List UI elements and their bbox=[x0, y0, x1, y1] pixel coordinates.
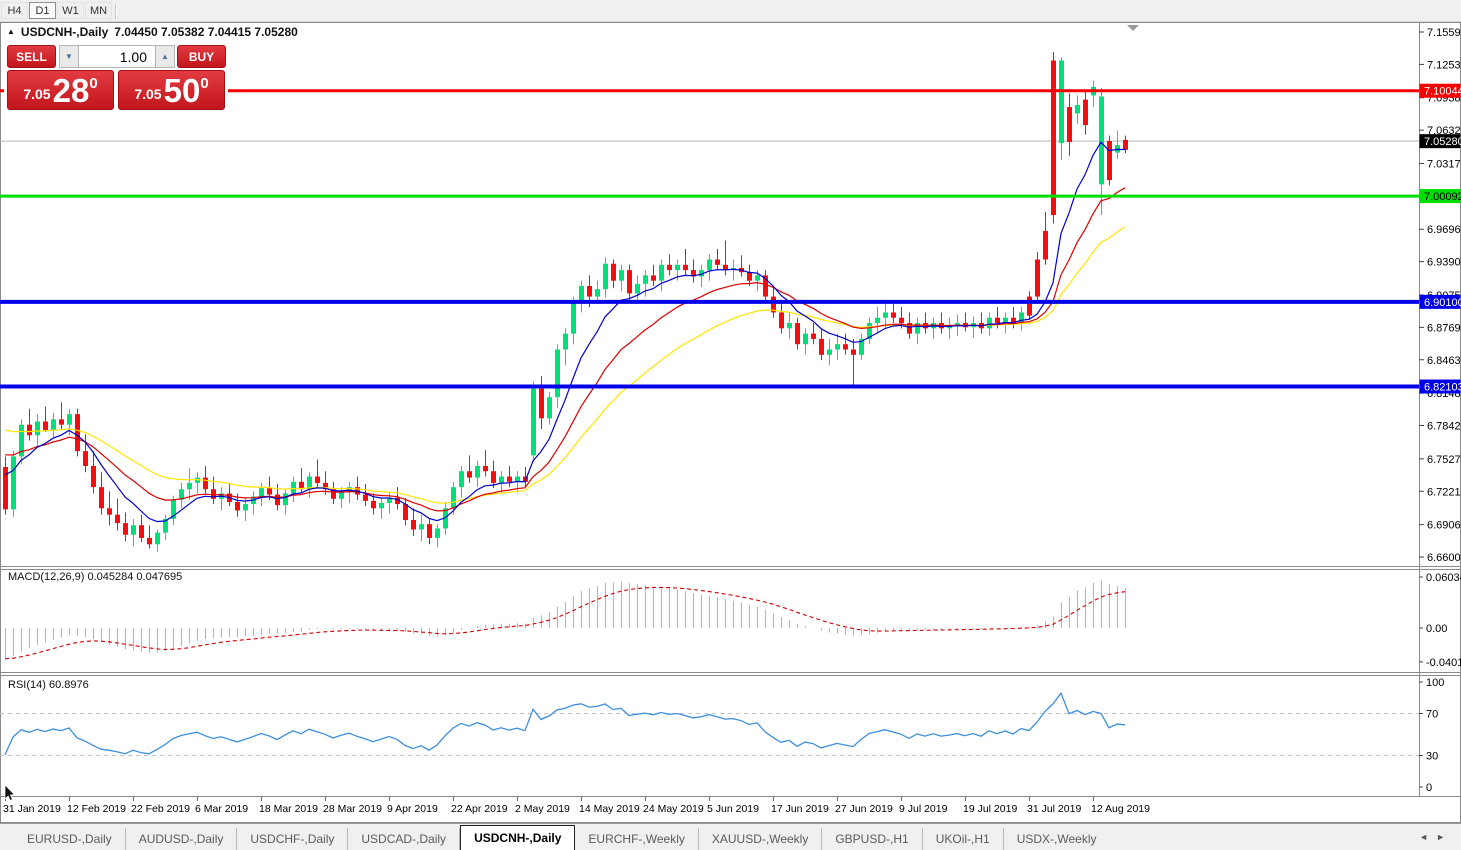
chart-symbol-label: USDCNH-,Daily bbox=[20, 25, 109, 39]
svg-text:6.93900: 6.93900 bbox=[1427, 257, 1461, 269]
buy-price-point: 0 bbox=[200, 75, 209, 92]
macd-pane bbox=[4, 580, 1126, 660]
svg-text:6.96960: 6.96960 bbox=[1427, 224, 1461, 236]
current-price-badge: 7.05280 bbox=[1419, 134, 1461, 149]
svg-text:12 Feb 2019: 12 Feb 2019 bbox=[67, 803, 126, 815]
tab-scroll-left-icon[interactable]: ◄ bbox=[1419, 832, 1437, 842]
svg-text:70: 70 bbox=[1426, 709, 1438, 721]
svg-text:31 Jul 2019: 31 Jul 2019 bbox=[1027, 803, 1081, 815]
svg-text:6.66000: 6.66000 bbox=[1427, 552, 1461, 564]
svg-text:-0.040136: -0.040136 bbox=[1426, 657, 1461, 669]
macd-indicator-label: MACD(12,26,9) 0.045284 0.047695 bbox=[8, 571, 183, 583]
svg-text:22 Apr 2019: 22 Apr 2019 bbox=[451, 803, 508, 815]
one-click-trade-panel: SELL ▼ ▲ BUY 7.05 28 0 7.05 50 0 bbox=[4, 43, 228, 111]
svg-text:6.78420: 6.78420 bbox=[1427, 421, 1461, 433]
timeframe-toolbar: H4 D1 W1 MN bbox=[0, 0, 1461, 22]
timeframe-button-d1[interactable]: D1 bbox=[29, 2, 56, 19]
svg-text:2 May 2019: 2 May 2019 bbox=[515, 803, 570, 815]
volume-decrease-button[interactable]: ▼ bbox=[59, 45, 79, 68]
svg-text:19 Jul 2019: 19 Jul 2019 bbox=[963, 803, 1017, 815]
svg-text:14 May 2019: 14 May 2019 bbox=[579, 803, 640, 815]
tab-scroll-right-icon[interactable]: ► bbox=[1436, 832, 1453, 842]
toolbar-separator bbox=[115, 2, 117, 19]
sell-quote-button[interactable]: 7.05 28 0 bbox=[7, 70, 114, 110]
svg-text:17 Jun 2019: 17 Jun 2019 bbox=[771, 803, 829, 815]
chart-tab-bar: EURUSD-,Daily AUDUSD-,Daily USDCHF-,Daily U… bbox=[0, 823, 1461, 850]
svg-text:31 Jan 2019: 31 Jan 2019 bbox=[3, 803, 61, 815]
price-badge-7.00092: 7.00092 bbox=[1419, 189, 1461, 204]
chart-tabs: EURUSD-,Daily AUDUSD-,Daily USDCHF-,Daily U… bbox=[14, 825, 1110, 850]
chart-tab-xauusd-weekly[interactable]: XAUUSD-,Weekly bbox=[699, 828, 823, 850]
svg-text:5 Jun 2019: 5 Jun 2019 bbox=[707, 803, 759, 815]
svg-text:6.69060: 6.69060 bbox=[1427, 520, 1461, 532]
sell-price-pips: 28 bbox=[52, 72, 90, 109]
svg-text:7.10044: 7.10044 bbox=[1424, 86, 1461, 98]
svg-text:6.72210: 6.72210 bbox=[1427, 486, 1461, 498]
sell-button[interactable]: SELL bbox=[7, 45, 56, 68]
price-badge-6.82103: 6.82103 bbox=[1419, 379, 1461, 394]
svg-text:7.15590: 7.15590 bbox=[1427, 27, 1461, 39]
svg-text:7.12530: 7.12530 bbox=[1427, 59, 1461, 71]
rsi-pane bbox=[0, 691, 1419, 756]
svg-text:6.87690: 6.87690 bbox=[1427, 322, 1461, 334]
svg-text:6.90100: 6.90100 bbox=[1424, 297, 1461, 309]
svg-text:0.060343: 0.060343 bbox=[1426, 572, 1461, 584]
collapse-triangle-icon[interactable]: ▲ bbox=[7, 26, 15, 36]
svg-text:7.05280: 7.05280 bbox=[1424, 136, 1461, 148]
svg-text:6.82103: 6.82103 bbox=[1424, 382, 1461, 394]
chart-tab-eurusd-daily[interactable]: EURUSD-,Daily bbox=[14, 828, 126, 850]
svg-text:7.06320: 7.06320 bbox=[1427, 125, 1461, 137]
svg-text:9 Jul 2019: 9 Jul 2019 bbox=[899, 803, 948, 815]
chart-tab-usdchf-daily[interactable]: USDCHF-,Daily bbox=[237, 828, 349, 850]
sell-price-point: 0 bbox=[89, 75, 98, 92]
svg-text:7.03170: 7.03170 bbox=[1427, 158, 1461, 170]
chart-shift-marker-icon[interactable] bbox=[1127, 25, 1139, 31]
chart-tab-usdcnh-daily[interactable]: USDCNH-,Daily bbox=[460, 825, 576, 850]
price-badge-6.90100: 6.90100 bbox=[1419, 294, 1461, 309]
sell-price-prefix: 7.05 bbox=[23, 86, 51, 102]
buy-quote-button[interactable]: 7.05 50 0 bbox=[118, 70, 225, 110]
chart-tab-gbpusd-h1[interactable]: GBPUSD-,H1 bbox=[822, 828, 923, 850]
svg-text:0: 0 bbox=[1426, 782, 1432, 794]
svg-text:6.75270: 6.75270 bbox=[1427, 454, 1461, 466]
chart-ohlc-values: 7.04450 7.05382 7.04415 7.05280 bbox=[114, 25, 298, 39]
svg-text:100: 100 bbox=[1426, 677, 1444, 689]
chart-tab-ukoil-h1[interactable]: UKOil-,H1 bbox=[923, 828, 1004, 850]
timeframe-button-w1[interactable]: W1 bbox=[57, 2, 84, 19]
chart-tab-eurchf-weekly[interactable]: EURCHF-,Weekly bbox=[575, 828, 699, 850]
chart-tab-usdcad-daily[interactable]: USDCAD-,Daily bbox=[348, 828, 461, 850]
indicator-axes: 0.060343 0.00 -0.040136 100 70 30 0 bbox=[1419, 572, 1461, 794]
volume-increase-button[interactable]: ▲ bbox=[155, 45, 175, 68]
moving-averages bbox=[4, 141, 1126, 523]
svg-text:6 Mar 2019: 6 Mar 2019 bbox=[195, 803, 248, 815]
svg-text:12 Aug 2019: 12 Aug 2019 bbox=[1091, 803, 1150, 815]
buy-price-pips: 50 bbox=[163, 72, 201, 109]
mouse-cursor bbox=[4, 784, 16, 801]
timeframe-button-h4[interactable]: H4 bbox=[1, 2, 28, 19]
svg-text:24 May 2019: 24 May 2019 bbox=[643, 803, 704, 815]
tab-scroll-arrows[interactable]: ◄► bbox=[1419, 832, 1453, 842]
chart-tab-audusd-daily[interactable]: AUDUSD-,Daily bbox=[126, 828, 238, 850]
date-axis[interactable]: 31 Jan 2019 12 Feb 2019 22 Feb 2019 6 Mar 2… bbox=[3, 797, 1150, 815]
svg-text:22 Feb 2019: 22 Feb 2019 bbox=[131, 803, 190, 815]
volume-input[interactable] bbox=[78, 45, 156, 68]
svg-text:28 Mar 2019: 28 Mar 2019 bbox=[323, 803, 382, 815]
rsi-indicator-label: RSI(14) 60.8976 bbox=[8, 679, 89, 691]
svg-text:7.00092: 7.00092 bbox=[1424, 191, 1461, 203]
price-badge-7.10044: 7.10044 bbox=[1419, 83, 1461, 98]
chart-title: ▲ USDCNH-,Daily 7.04450 7.05382 7.04415 … bbox=[7, 25, 298, 39]
svg-text:27 Jun 2019: 27 Jun 2019 bbox=[835, 803, 893, 815]
timeframe-button-mn[interactable]: MN bbox=[85, 2, 112, 19]
svg-text:18 Mar 2019: 18 Mar 2019 bbox=[259, 803, 318, 815]
svg-text:6.84630: 6.84630 bbox=[1427, 355, 1461, 367]
buy-price-prefix: 7.05 bbox=[134, 86, 162, 102]
svg-text:30: 30 bbox=[1426, 751, 1438, 763]
chart-tab-usdx-weekly[interactable]: USDX-,Weekly bbox=[1016, 832, 1097, 846]
svg-text:9 Apr 2019: 9 Apr 2019 bbox=[387, 803, 438, 815]
buy-button[interactable]: BUY bbox=[177, 45, 226, 68]
svg-text:0.00: 0.00 bbox=[1426, 623, 1447, 635]
